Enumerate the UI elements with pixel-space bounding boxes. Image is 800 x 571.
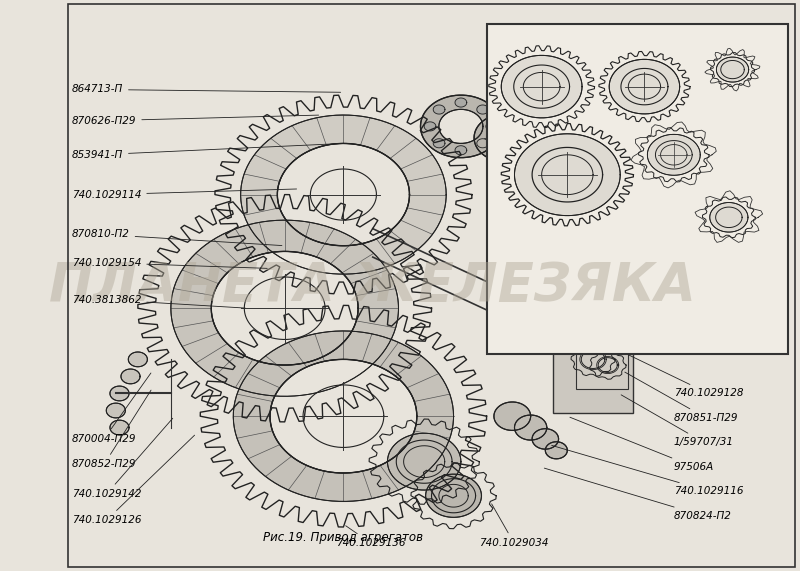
Polygon shape <box>241 115 446 274</box>
Text: 870824-П2: 870824-П2 <box>544 468 732 521</box>
Polygon shape <box>546 442 567 459</box>
Polygon shape <box>171 220 398 396</box>
Text: 740.1029154: 740.1029154 <box>72 258 267 268</box>
FancyBboxPatch shape <box>576 338 628 389</box>
Text: 740.1029114: 740.1029114 <box>72 189 297 200</box>
Polygon shape <box>434 105 445 114</box>
Polygon shape <box>486 122 498 131</box>
Polygon shape <box>455 98 466 107</box>
Text: 870004-П29: 870004-П29 <box>72 373 151 444</box>
Polygon shape <box>426 474 482 517</box>
Text: ПЛАНЕТА ЖЕЛЕЗЯКА: ПЛАНЕТА ЖЕЛЕЗЯКА <box>50 259 696 312</box>
Polygon shape <box>609 59 680 114</box>
Polygon shape <box>477 105 489 114</box>
Text: 740.1029136: 740.1029136 <box>336 526 406 548</box>
Bar <box>486 24 787 353</box>
Text: 864713-П: 864713-П <box>72 85 341 94</box>
Polygon shape <box>477 139 489 148</box>
Polygon shape <box>106 403 126 418</box>
Polygon shape <box>710 203 748 232</box>
Text: 97506А: 97506А <box>570 417 714 472</box>
Text: 740.3813862: 740.3813862 <box>72 295 245 308</box>
Text: 1/59707/31: 1/59707/31 <box>621 395 734 447</box>
Text: 740.1029034: 740.1029034 <box>479 504 549 548</box>
Polygon shape <box>128 352 147 367</box>
Polygon shape <box>716 57 749 82</box>
Polygon shape <box>121 369 140 384</box>
Polygon shape <box>474 114 536 162</box>
Polygon shape <box>494 402 530 431</box>
Polygon shape <box>424 122 436 131</box>
Text: 870851-П29: 870851-П29 <box>625 372 738 423</box>
Text: 853941-П: 853941-П <box>72 143 341 160</box>
Polygon shape <box>278 143 410 246</box>
Text: 740.1029116: 740.1029116 <box>552 445 743 496</box>
Polygon shape <box>532 429 558 449</box>
Polygon shape <box>110 420 129 435</box>
Polygon shape <box>234 331 454 501</box>
Polygon shape <box>439 110 483 143</box>
Polygon shape <box>270 359 417 473</box>
Text: 870810-П2: 870810-П2 <box>72 230 282 246</box>
Polygon shape <box>514 134 620 216</box>
Text: 740.1029126: 740.1029126 <box>72 435 194 525</box>
Polygon shape <box>421 95 502 158</box>
Text: 870626-П29: 870626-П29 <box>72 115 318 126</box>
Polygon shape <box>514 415 546 440</box>
Polygon shape <box>211 251 358 365</box>
Text: 740.1029128: 740.1029128 <box>629 355 743 399</box>
Polygon shape <box>502 55 582 118</box>
Polygon shape <box>434 139 445 148</box>
FancyBboxPatch shape <box>553 328 634 413</box>
Polygon shape <box>387 433 461 490</box>
Text: Рис.19. Привод агрегатов: Рис.19. Привод агрегатов <box>262 531 422 544</box>
Text: 870852-П29: 870852-П29 <box>72 390 151 469</box>
Polygon shape <box>647 134 700 175</box>
Polygon shape <box>110 386 129 401</box>
Polygon shape <box>455 146 466 155</box>
Text: 740.1029142: 740.1029142 <box>72 419 173 499</box>
